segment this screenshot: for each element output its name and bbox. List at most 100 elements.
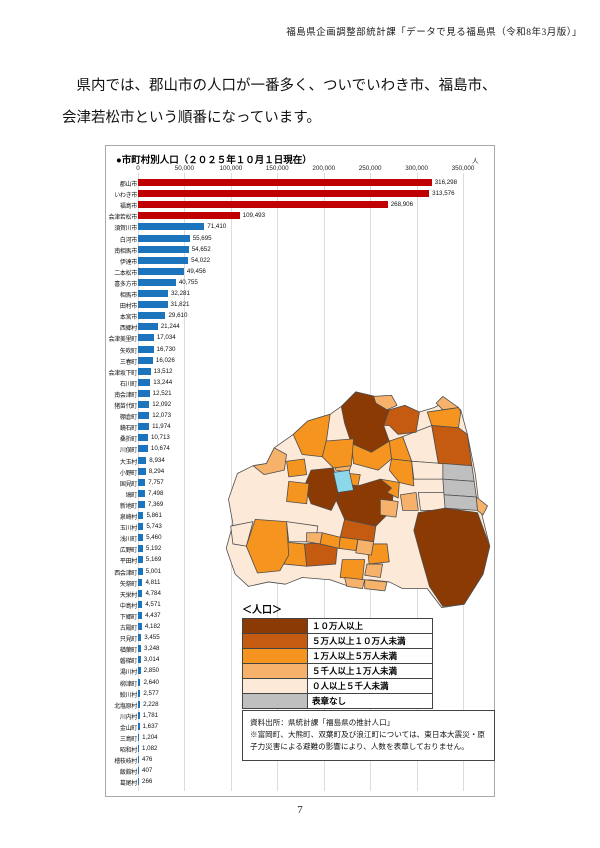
map-region: [245, 518, 290, 574]
population-bar: [138, 667, 141, 675]
population-value: 2,228: [143, 700, 159, 708]
bar-row: 二本松市 49,456: [106, 266, 494, 277]
bar-row: 南相馬市 54,652: [106, 244, 494, 255]
population-bar: [138, 678, 141, 686]
population-value: 12,521: [152, 389, 172, 397]
bar-row: 泉崎村 5,861: [106, 510, 494, 521]
population-bar: [138, 634, 142, 642]
bar-row: 川俣町 10,674: [106, 443, 494, 454]
population-value: 1,637: [142, 722, 158, 730]
bar-row: 北塩原村 2,228: [106, 699, 494, 710]
municipality-label: 郡山市: [119, 182, 137, 188]
population-value: 266: [142, 778, 153, 786]
population-value: 4,571: [145, 600, 161, 608]
bar-row: 鏡石町 11,974: [106, 421, 494, 432]
population-bar: [138, 445, 148, 453]
population-bar: [138, 767, 139, 775]
bar-row: 中島村 4,571: [106, 599, 494, 610]
population-bar: [138, 412, 150, 420]
x-tick-label: 200,000: [312, 165, 336, 172]
municipality-label: 磐梯町: [119, 659, 137, 666]
municipality-label: 泉崎村: [119, 515, 137, 521]
municipality-label: 鮫川村: [119, 692, 137, 699]
population-bar: [138, 278, 176, 286]
municipality-label: 田村市: [119, 304, 137, 311]
bar-row: 金山町 1,637: [106, 721, 494, 732]
bar-row: 昭和村 1,082: [106, 743, 494, 754]
bar-row: 本宮市 29,610: [106, 310, 494, 321]
population-value: 407: [142, 767, 153, 775]
municipality-label: 小野町: [119, 470, 137, 477]
population-bar: [138, 689, 141, 697]
map-region: [383, 404, 420, 435]
bar-row: 只見町 3,455: [106, 632, 494, 643]
population-value: 5,743: [146, 523, 162, 531]
gridline: [230, 173, 232, 791]
municipality-label: 川俣町: [119, 448, 137, 455]
map-region: [388, 458, 415, 487]
population-value: 1,204: [142, 734, 158, 741]
population-value: 5,861: [146, 512, 162, 519]
bar-row: 楢葉町 3,248: [106, 643, 494, 654]
population-bar: [138, 711, 140, 719]
population-value: 3,014: [143, 656, 160, 664]
population-bar: [138, 312, 166, 320]
population-bar: [138, 201, 388, 209]
lake-inawashiro-shape: [333, 469, 354, 493]
municipality-label: 南相馬市: [114, 248, 137, 255]
municipality-label: 白河市: [119, 237, 137, 244]
legend-label: １万人以上５万人未満: [307, 648, 433, 664]
bar-row: 飯舘村 407: [106, 765, 494, 776]
legend-swatch: [242, 693, 308, 709]
municipality-label: 古殿町: [119, 626, 137, 632]
axis-unit-label: 人: [472, 158, 479, 165]
population-value: 3,455: [144, 634, 160, 642]
map-region: [411, 460, 444, 480]
map-region: [344, 577, 366, 590]
bar-row: 会津若松市 109,493: [106, 210, 494, 221]
population-value: 16,730: [156, 345, 176, 353]
population-chart-panel: ●市町村別人口（２０２５年１０月１日現在） 人 0 50,000 100,000 15…: [105, 145, 495, 797]
x-tick-label: 0: [136, 165, 140, 172]
map-region: [338, 536, 359, 552]
municipality-label: 三春町: [119, 359, 137, 366]
population-bar: [138, 212, 240, 220]
bar-row: 福島市 268,906: [106, 199, 494, 210]
population-bar: [138, 589, 143, 597]
map-region: [443, 494, 478, 511]
population-bar: [138, 700, 141, 708]
bar-row: 棚倉町 12,073: [106, 410, 494, 421]
legend-label: ５万人以上１０万人未満: [307, 633, 433, 649]
municipality-label: 広野町: [119, 548, 137, 555]
map-legend: ＜人口＞ １０万人以上 ５万人以上１０万人未満 １万人以上５万人未満 ５千人以上１万人…: [242, 601, 433, 709]
population-value: 13,512: [153, 367, 173, 375]
bar-row: 檜枝岐村 476: [106, 754, 494, 765]
legend-swatch: [242, 663, 308, 679]
population-bar: [138, 523, 144, 531]
population-value: 1,781: [142, 711, 159, 719]
x-tick-label: 300,000: [405, 165, 428, 172]
municipality-label: いわき市: [114, 193, 137, 200]
municipality-label: 塙町: [125, 492, 138, 499]
population-value: 16,026: [155, 356, 175, 364]
population-value: 29,610: [168, 312, 188, 320]
map-region: [373, 394, 398, 411]
population-value: 12,073: [152, 412, 172, 420]
bar-row: 鮫川村 2,577: [106, 688, 494, 699]
body-paragraph: 県内では、郡山市の人口が一番多く、ついでいわき市、福島市、 会津若松市という順番…: [62, 70, 532, 134]
population-bar: [138, 434, 148, 442]
bar-row: 郡山市 316,298: [106, 177, 494, 188]
map-region: [442, 478, 477, 498]
bar-row: 下郷町 4,437: [106, 610, 494, 621]
legend-label: １０万人以上: [307, 618, 433, 634]
bar-row: 南会津町 12,521: [106, 388, 494, 399]
bar-row: 田村市 31,821: [106, 299, 494, 310]
population-value: 268,906: [390, 201, 414, 209]
map-region: [417, 492, 446, 511]
bar-row: 国見町 7,757: [106, 477, 494, 488]
map-region: [413, 507, 491, 607]
municipality-label: 楢葉町: [119, 648, 137, 655]
map-region: [442, 463, 475, 482]
population-bar: [138, 401, 150, 408]
population-bar: [138, 656, 141, 664]
